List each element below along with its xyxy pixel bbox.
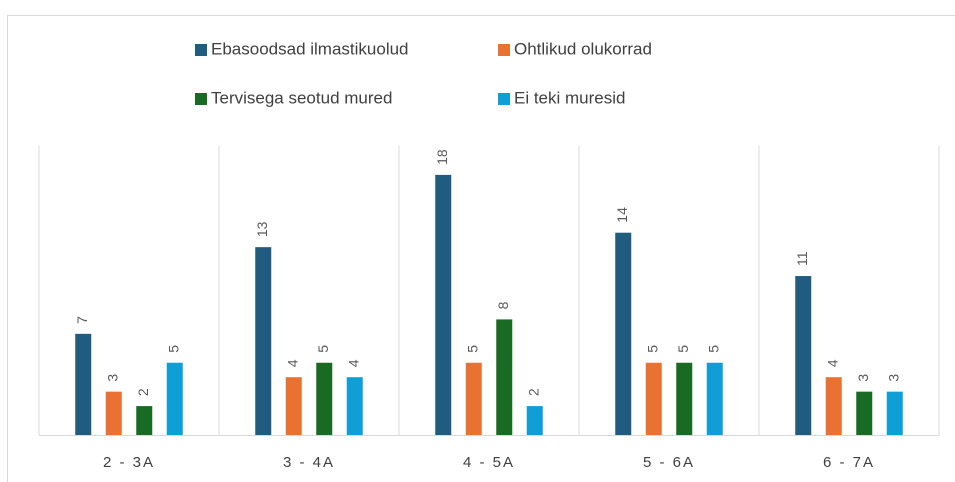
data-label: 5: [675, 345, 691, 353]
data-label: 2: [525, 388, 541, 396]
bar: [166, 362, 183, 435]
data-label: 8: [495, 301, 511, 309]
bar: [645, 362, 662, 435]
data-label: 4: [284, 359, 300, 367]
bar: [496, 319, 513, 435]
bar: [465, 362, 482, 435]
bar: [255, 247, 272, 435]
legend-swatch: [498, 44, 510, 56]
data-label: 13: [254, 221, 270, 237]
bar: [316, 362, 333, 435]
data-label: 3: [104, 374, 120, 382]
bar: [856, 391, 873, 435]
legend-label: Tervisega seotud mured: [211, 88, 392, 107]
legend-swatch: [195, 93, 207, 105]
data-label: 5: [315, 345, 331, 353]
x-tick-label: 6 - 7A: [823, 454, 875, 471]
bar: [706, 362, 723, 435]
data-label: 14: [614, 207, 630, 223]
x-tick-label: 4 - 5A: [463, 454, 515, 471]
data-label: 4: [824, 359, 840, 367]
data-label: 5: [705, 345, 721, 353]
bar: [526, 406, 543, 435]
x-tick-label: 2 - 3A: [103, 454, 155, 471]
bar: [105, 391, 122, 435]
legend-swatch: [498, 93, 510, 105]
data-label: 7: [74, 316, 90, 324]
legend-label: Ebasoodsad ilmastikuolud: [211, 39, 409, 58]
bar: [346, 377, 363, 435]
data-label: 5: [644, 345, 660, 353]
data-label: 4: [345, 359, 361, 367]
bar: [795, 276, 812, 435]
data-label: 5: [464, 345, 480, 353]
bar: [886, 391, 903, 435]
bar: [615, 232, 632, 435]
x-tick-label: 3 - 4A: [283, 454, 335, 471]
bar: [75, 333, 92, 435]
data-label: 3: [855, 374, 871, 382]
data-label: 18: [434, 149, 450, 165]
bar: [676, 362, 693, 435]
legend-swatch: [195, 44, 207, 56]
data-label: 2: [135, 388, 151, 396]
bar: [825, 377, 842, 435]
legend-label: Ohtlikud olukorrad: [514, 39, 652, 58]
data-label: 5: [165, 345, 181, 353]
legend-label: Ei teki muresid: [514, 88, 625, 107]
data-label: 3: [885, 374, 901, 382]
x-tick-label: 5 - 6A: [643, 454, 695, 471]
bar: [435, 174, 452, 435]
bar: [285, 377, 302, 435]
data-label: 11: [794, 251, 810, 266]
bar: [136, 406, 153, 435]
